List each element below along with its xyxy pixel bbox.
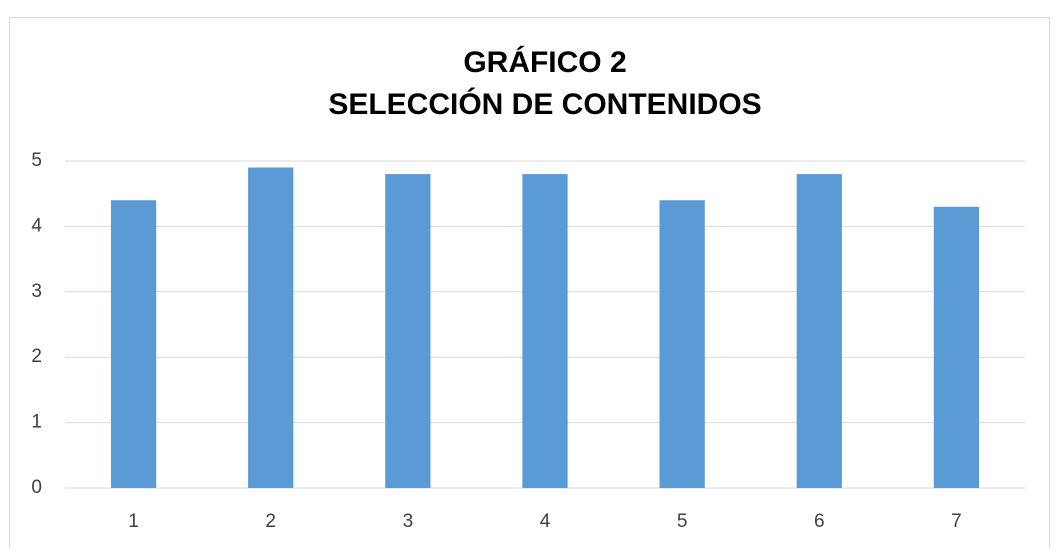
y-tick-label: 1 bbox=[31, 412, 42, 433]
chart-title: GRÁFICO 2 bbox=[463, 45, 626, 79]
y-tick-label: 3 bbox=[31, 281, 42, 302]
bar bbox=[796, 174, 842, 488]
bar bbox=[522, 174, 568, 488]
bar bbox=[248, 167, 294, 489]
y-tick-label: 2 bbox=[31, 346, 42, 367]
bar bbox=[659, 200, 705, 489]
x-tick-label: 1 bbox=[128, 511, 139, 532]
x-tick-label: 2 bbox=[265, 511, 276, 532]
bar bbox=[110, 200, 157, 489]
x-tick-label: 5 bbox=[677, 511, 688, 532]
y-tick-label: 5 bbox=[31, 150, 42, 171]
y-tick-label: 0 bbox=[31, 477, 42, 498]
x-tick-label: 7 bbox=[951, 511, 962, 532]
bar bbox=[385, 174, 431, 488]
x-tick-label: 6 bbox=[814, 511, 825, 532]
chart-title: SELECCIÓN DE CONTENIDOS bbox=[328, 87, 761, 121]
y-tick-label: 4 bbox=[31, 215, 42, 236]
bar bbox=[933, 206, 980, 488]
x-tick-label: 3 bbox=[403, 511, 414, 532]
x-tick-label: 4 bbox=[540, 511, 551, 532]
